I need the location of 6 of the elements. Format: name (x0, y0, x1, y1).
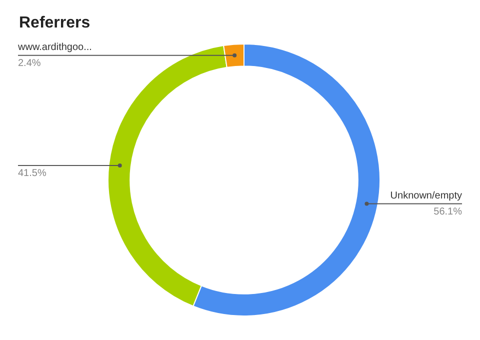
data-label: 56.1% (434, 206, 462, 218)
data-label: 41.5% (18, 168, 46, 180)
slice-label: Unknown/empty (390, 190, 462, 202)
data-label: 2.4% (18, 58, 41, 69)
slice-label: www.ardithgoo... (17, 42, 92, 53)
chart-title: Referrers (19, 14, 90, 32)
